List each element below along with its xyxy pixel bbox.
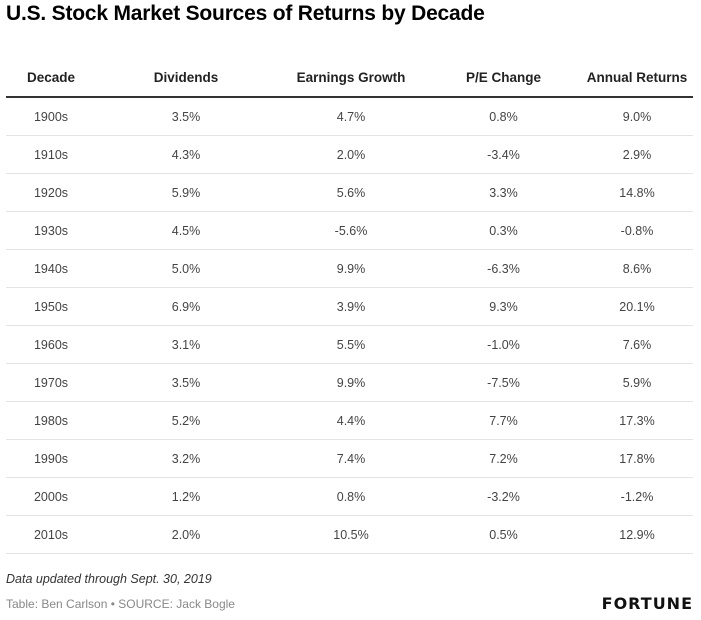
cell-pe-change: 7.7% xyxy=(426,401,581,440)
cell-pe-change: 3.3% xyxy=(426,173,581,212)
cell-annual-returns: 5.9% xyxy=(581,363,693,402)
cell-dividends: 2.0% xyxy=(96,515,276,554)
cell-dividends: 3.5% xyxy=(96,97,276,136)
cell-annual-returns: 20.1% xyxy=(581,287,693,326)
table-row: 1920s 5.9% 5.6% 3.3% 14.8% xyxy=(6,173,693,212)
cell-pe-change: 7.2% xyxy=(426,439,581,478)
cell-dividends: 5.9% xyxy=(96,173,276,212)
cell-pe-change: 9.3% xyxy=(426,287,581,326)
cell-annual-returns: 9.0% xyxy=(581,97,693,136)
cell-earnings-growth: 9.9% xyxy=(276,363,426,402)
cell-decade: 1970s xyxy=(6,363,96,402)
cell-dividends: 6.9% xyxy=(96,287,276,326)
column-header-pe-change: P/E Change xyxy=(426,58,581,98)
cell-annual-returns: 14.8% xyxy=(581,173,693,212)
cell-decade: 1900s xyxy=(6,97,96,136)
cell-annual-returns: -0.8% xyxy=(581,211,693,250)
cell-dividends: 1.2% xyxy=(96,477,276,516)
cell-annual-returns: -1.2% xyxy=(581,477,693,516)
column-header-dividends: Dividends xyxy=(96,58,276,98)
cell-earnings-growth: 9.9% xyxy=(276,249,426,288)
data-note: Data updated through Sept. 30, 2019 xyxy=(6,572,212,586)
cell-dividends: 5.2% xyxy=(96,401,276,440)
table-row: 1900s 3.5% 4.7% 0.8% 9.0% xyxy=(6,97,693,136)
cell-decade: 2010s xyxy=(6,515,96,554)
cell-pe-change: 0.3% xyxy=(426,211,581,250)
cell-decade: 2000s xyxy=(6,477,96,516)
cell-dividends: 4.5% xyxy=(96,211,276,250)
cell-decade: 1990s xyxy=(6,439,96,478)
table-row: 1940s 5.0% 9.9% -6.3% 8.6% xyxy=(6,249,693,288)
cell-decade: 1910s xyxy=(6,135,96,174)
cell-earnings-growth: 2.0% xyxy=(276,135,426,174)
table-row: 1910s 4.3% 2.0% -3.4% 2.9% xyxy=(6,135,693,174)
cell-earnings-growth: 4.7% xyxy=(276,97,426,136)
cell-annual-returns: 17.8% xyxy=(581,439,693,478)
cell-earnings-growth: -5.6% xyxy=(276,211,426,250)
cell-earnings-growth: 0.8% xyxy=(276,477,426,516)
cell-pe-change: 0.8% xyxy=(426,97,581,136)
table-body: 1900s 3.5% 4.7% 0.8% 9.0% 1910s 4.3% 2.0% -3.4% 2… xyxy=(6,97,693,554)
cell-earnings-growth: 7.4% xyxy=(276,439,426,478)
cell-decade: 1980s xyxy=(6,401,96,440)
table-row: 1950s 6.9% 3.9% 9.3% 20.1% xyxy=(6,287,693,326)
cell-annual-returns: 12.9% xyxy=(581,515,693,554)
column-header-earnings-growth: Earnings Growth xyxy=(276,58,426,98)
fortune-logo: FORTUNE xyxy=(601,594,693,613)
cell-decade: 1930s xyxy=(6,211,96,250)
cell-pe-change: 0.5% xyxy=(426,515,581,554)
cell-dividends: 5.0% xyxy=(96,249,276,288)
cell-decade: 1950s xyxy=(6,287,96,326)
cell-earnings-growth: 5.5% xyxy=(276,325,426,364)
cell-decade: 1940s xyxy=(6,249,96,288)
cell-pe-change: -6.3% xyxy=(426,249,581,288)
column-header-annual-returns: Annual Returns xyxy=(581,58,693,98)
cell-dividends: 3.5% xyxy=(96,363,276,402)
cell-dividends: 4.3% xyxy=(96,135,276,174)
table-row: 1980s 5.2% 4.4% 7.7% 17.3% xyxy=(6,401,693,440)
cell-earnings-growth: 3.9% xyxy=(276,287,426,326)
source-credit: Table: Ben Carlson • SOURCE: Jack Bogle xyxy=(6,597,235,611)
column-header-decade: Decade xyxy=(6,58,96,98)
cell-pe-change: -7.5% xyxy=(426,363,581,402)
table-row: 1960s 3.1% 5.5% -1.0% 7.6% xyxy=(6,325,693,364)
cell-earnings-growth: 10.5% xyxy=(276,515,426,554)
table-title: U.S. Stock Market Sources of Returns by … xyxy=(6,2,485,25)
cell-earnings-growth: 4.4% xyxy=(276,401,426,440)
cell-dividends: 3.2% xyxy=(96,439,276,478)
cell-annual-returns: 17.3% xyxy=(581,401,693,440)
cell-decade: 1920s xyxy=(6,173,96,212)
table-row: 1990s 3.2% 7.4% 7.2% 17.8% xyxy=(6,439,693,478)
table-row: 1930s 4.5% -5.6% 0.3% -0.8% xyxy=(6,211,693,250)
cell-pe-change: -3.2% xyxy=(426,477,581,516)
cell-annual-returns: 2.9% xyxy=(581,135,693,174)
cell-earnings-growth: 5.6% xyxy=(276,173,426,212)
cell-annual-returns: 8.6% xyxy=(581,249,693,288)
header-row: Decade Dividends Earnings Growth P/E Cha… xyxy=(6,58,693,98)
cell-pe-change: -3.4% xyxy=(426,135,581,174)
table-row: 1970s 3.5% 9.9% -7.5% 5.9% xyxy=(6,363,693,402)
cell-annual-returns: 7.6% xyxy=(581,325,693,364)
table-row: 2000s 1.2% 0.8% -3.2% -1.2% xyxy=(6,477,693,516)
cell-dividends: 3.1% xyxy=(96,325,276,364)
cell-decade: 1960s xyxy=(6,325,96,364)
cell-pe-change: -1.0% xyxy=(426,325,581,364)
table-row: 2010s 2.0% 10.5% 0.5% 12.9% xyxy=(6,515,693,554)
returns-table: Decade Dividends Earnings Growth P/E Cha… xyxy=(6,58,693,554)
